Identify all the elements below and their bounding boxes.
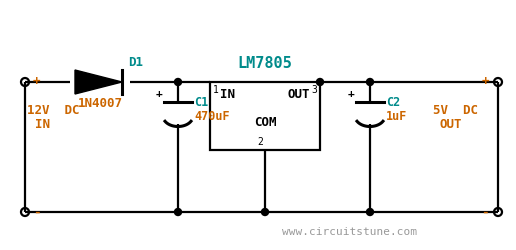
Circle shape: [174, 208, 182, 216]
Text: 470uF: 470uF: [194, 110, 230, 122]
Circle shape: [316, 78, 324, 86]
Text: D1: D1: [128, 56, 143, 68]
Text: IN: IN: [220, 88, 235, 102]
Text: LM7805: LM7805: [238, 56, 293, 72]
Text: www.circuitstune.com: www.circuitstune.com: [282, 227, 417, 237]
Text: +: +: [347, 89, 354, 99]
Text: COM: COM: [254, 116, 276, 128]
Text: 1N4007: 1N4007: [77, 97, 122, 110]
Circle shape: [366, 208, 374, 216]
Text: -: -: [33, 206, 40, 218]
Text: -: -: [481, 206, 489, 218]
Text: C1: C1: [194, 96, 208, 108]
Text: 1: 1: [213, 85, 219, 95]
Text: OUT: OUT: [440, 118, 462, 131]
Text: 5V  DC: 5V DC: [433, 104, 478, 117]
Text: +: +: [33, 76, 40, 88]
Text: OUT: OUT: [287, 88, 310, 102]
Polygon shape: [75, 70, 122, 94]
Text: 3: 3: [311, 85, 317, 95]
Text: C2: C2: [386, 96, 400, 108]
Circle shape: [262, 208, 268, 216]
Text: +: +: [155, 89, 162, 99]
Circle shape: [366, 78, 374, 86]
Text: 1uF: 1uF: [386, 110, 407, 122]
Text: +: +: [481, 76, 489, 88]
Text: IN: IN: [35, 118, 50, 131]
Text: 2: 2: [257, 137, 263, 147]
Text: 12V  DC: 12V DC: [27, 104, 79, 117]
Circle shape: [174, 78, 182, 86]
Bar: [210, 82, 320, 150]
